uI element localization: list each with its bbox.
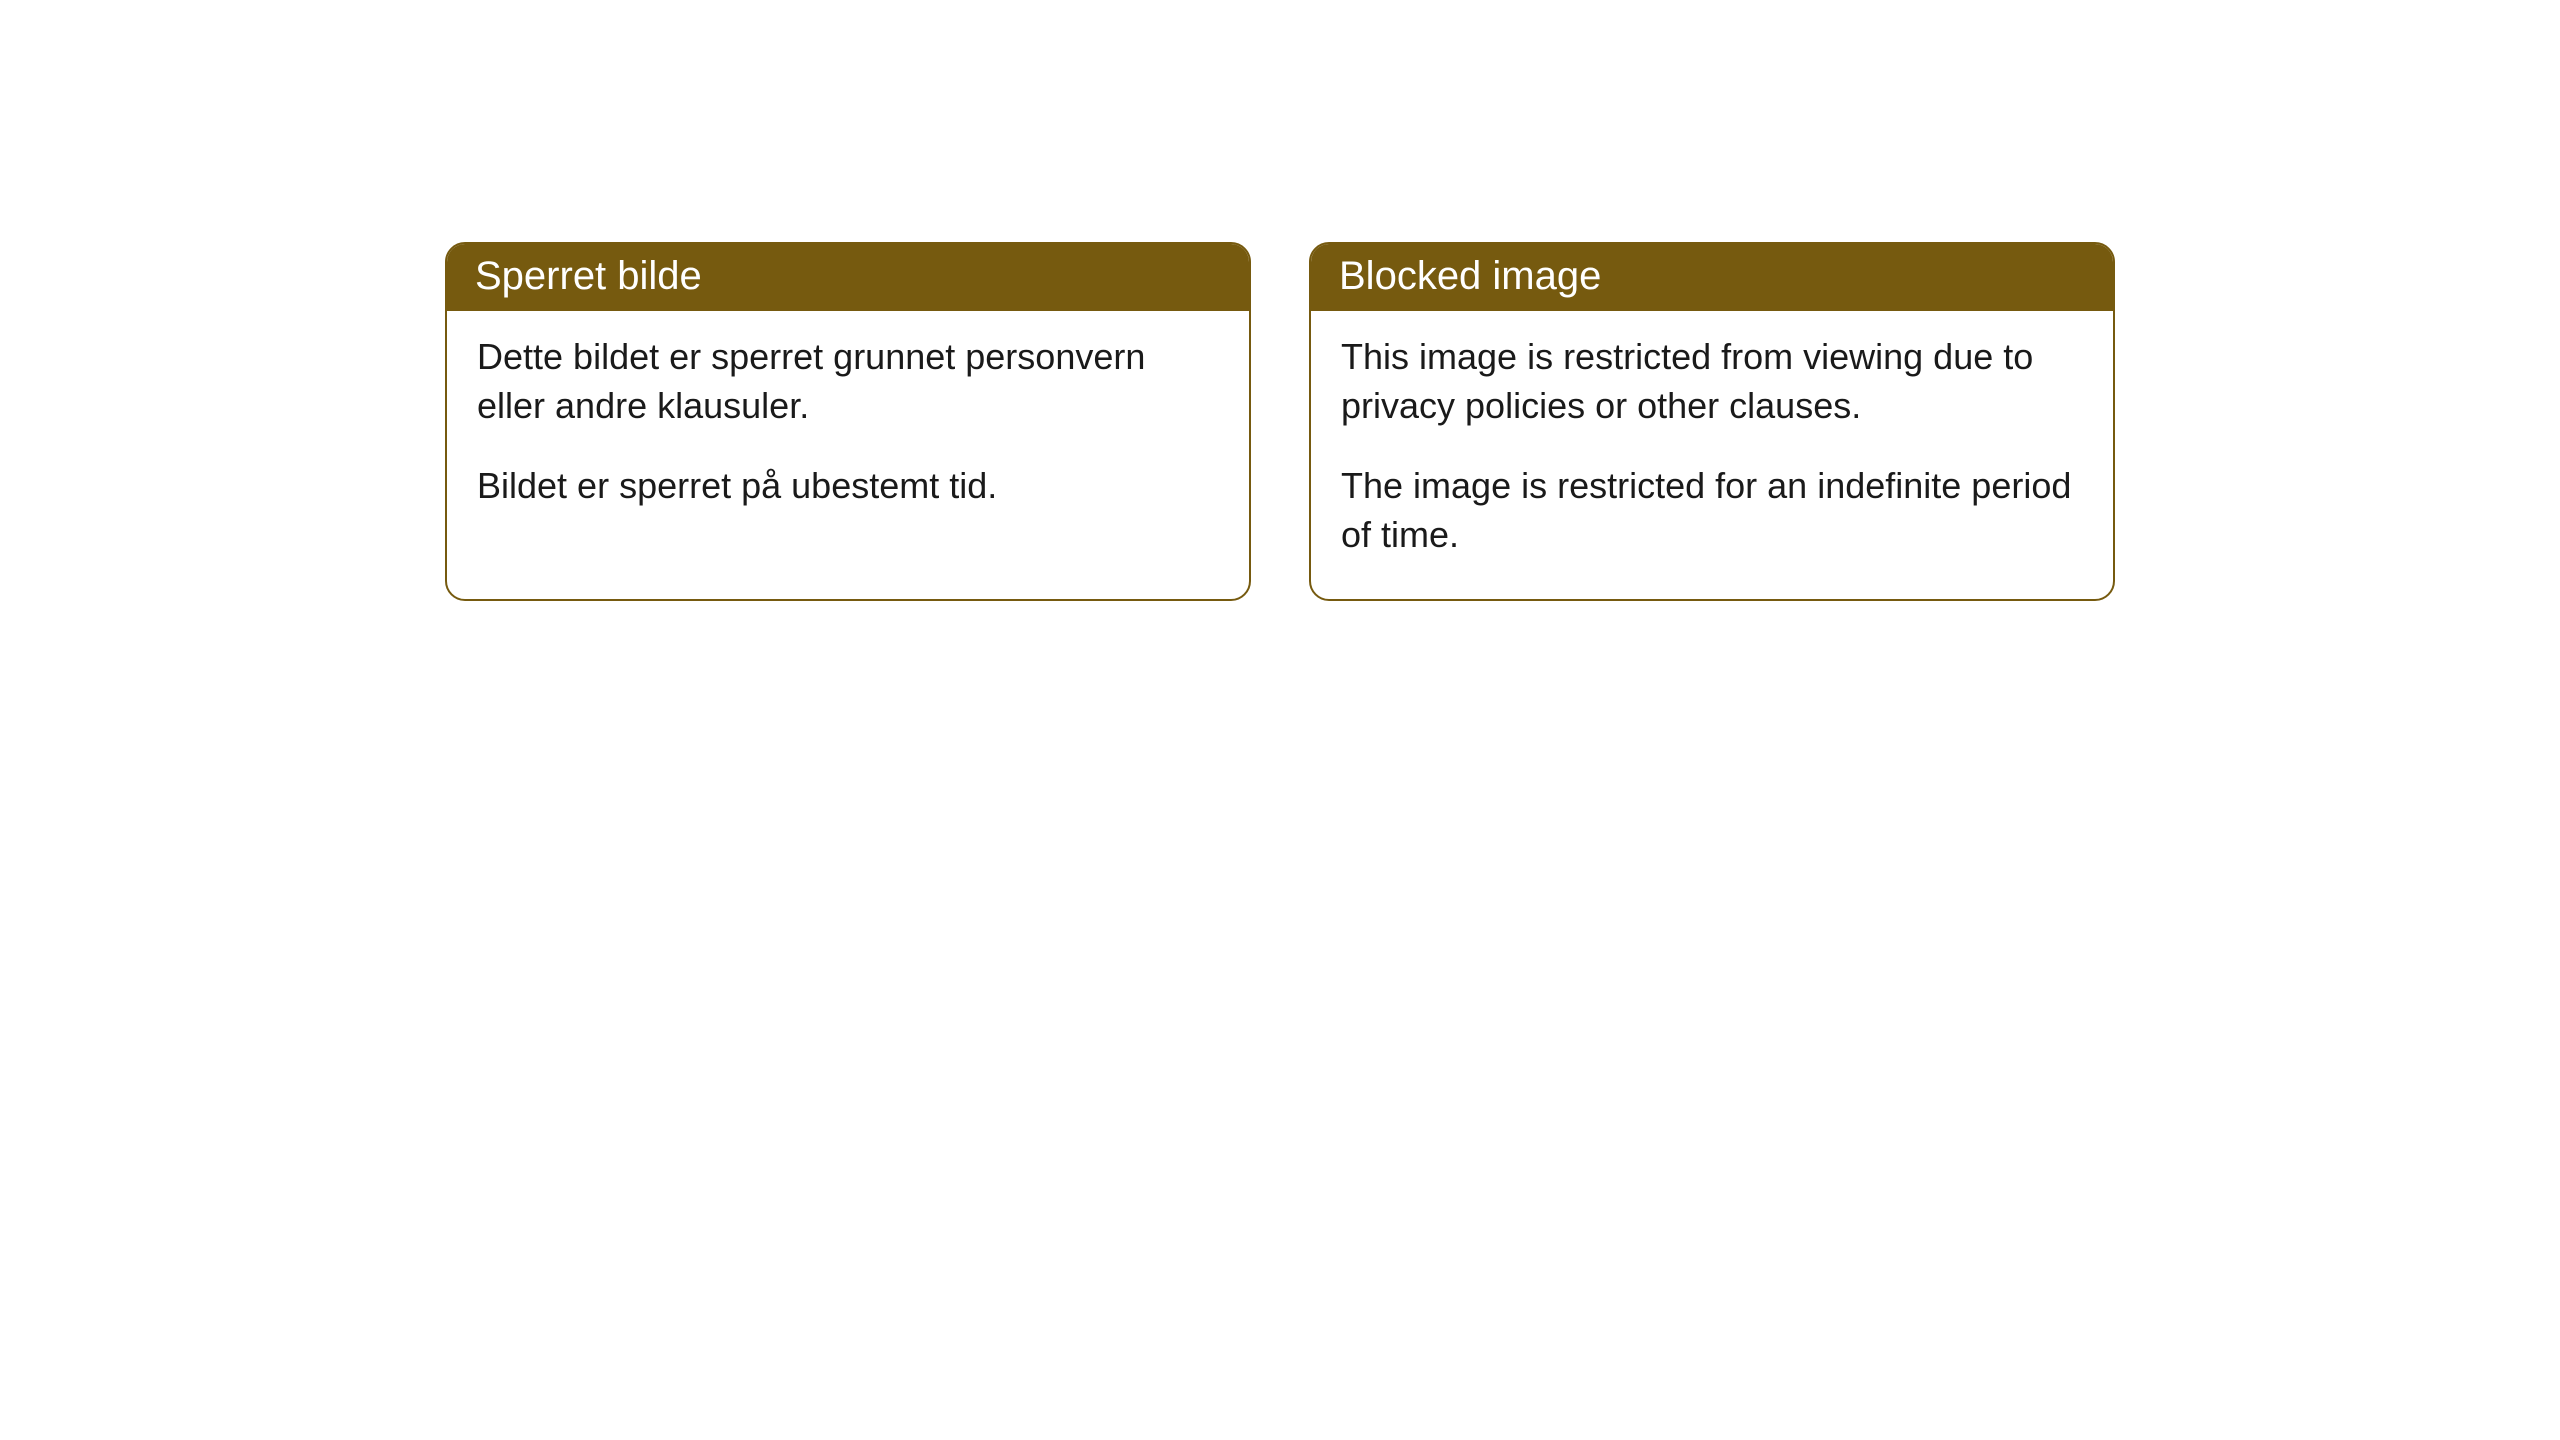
- card-para1-norwegian: Dette bildet er sperret grunnet personve…: [477, 333, 1219, 430]
- cards-container: Sperret bilde Dette bildet er sperret gr…: [0, 0, 2560, 601]
- card-body-english: This image is restricted from viewing du…: [1311, 311, 2113, 599]
- card-para1-english: This image is restricted from viewing du…: [1341, 333, 2083, 430]
- card-para2-norwegian: Bildet er sperret på ubestemt tid.: [477, 462, 1219, 511]
- card-title-english: Blocked image: [1339, 254, 1601, 298]
- blocked-image-card-english: Blocked image This image is restricted f…: [1309, 242, 2115, 601]
- card-header-norwegian: Sperret bilde: [447, 244, 1249, 311]
- card-header-english: Blocked image: [1311, 244, 2113, 311]
- card-title-norwegian: Sperret bilde: [475, 254, 702, 298]
- blocked-image-card-norwegian: Sperret bilde Dette bildet er sperret gr…: [445, 242, 1251, 601]
- card-para2-english: The image is restricted for an indefinit…: [1341, 462, 2083, 559]
- card-body-norwegian: Dette bildet er sperret grunnet personve…: [447, 311, 1249, 551]
